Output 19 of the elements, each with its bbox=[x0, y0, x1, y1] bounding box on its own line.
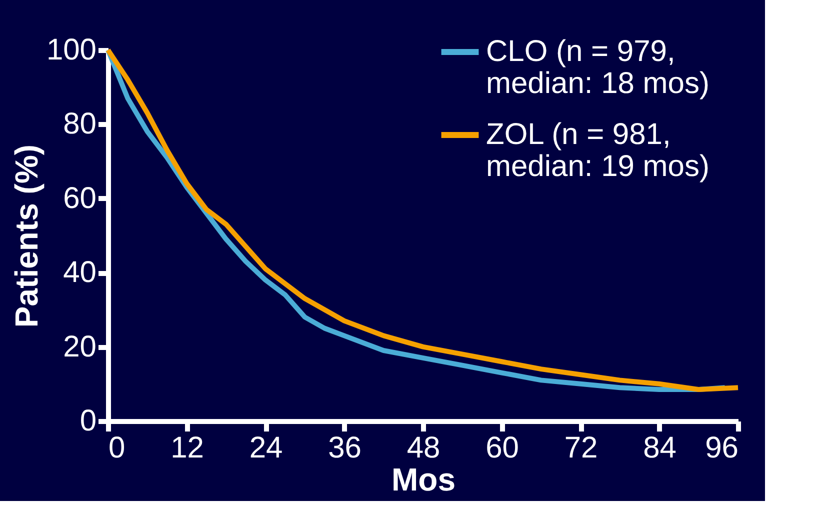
x-axis-title: Mos bbox=[392, 462, 456, 498]
x-tick-label: 36 bbox=[328, 432, 362, 464]
x-tick-label: 12 bbox=[170, 432, 204, 464]
x-tick-label: 72 bbox=[564, 432, 598, 464]
x-tick-label: 0 bbox=[108, 432, 126, 464]
x-tick-label: 96 bbox=[705, 432, 738, 464]
legend-label: CLO (n = 979, median: 18 mos) bbox=[486, 35, 710, 100]
y-tick-label: 40 bbox=[63, 256, 96, 290]
y-tick-label: 60 bbox=[63, 182, 96, 215]
x-tick-label: 48 bbox=[406, 432, 440, 464]
x-tick-label: 84 bbox=[643, 432, 676, 464]
y-tick-label: 0 bbox=[80, 404, 96, 438]
y-axis-title: Patients (%) bbox=[8, 144, 44, 328]
x-tick-label: 24 bbox=[249, 432, 283, 464]
x-tick-label: 60 bbox=[486, 432, 519, 464]
legend-label: ZOL (n = 981, median: 19 mos) bbox=[486, 118, 710, 183]
y-tick-label: 20 bbox=[63, 330, 96, 364]
y-tick-label: 100 bbox=[46, 34, 96, 66]
y-tick-label: 80 bbox=[63, 108, 96, 141]
